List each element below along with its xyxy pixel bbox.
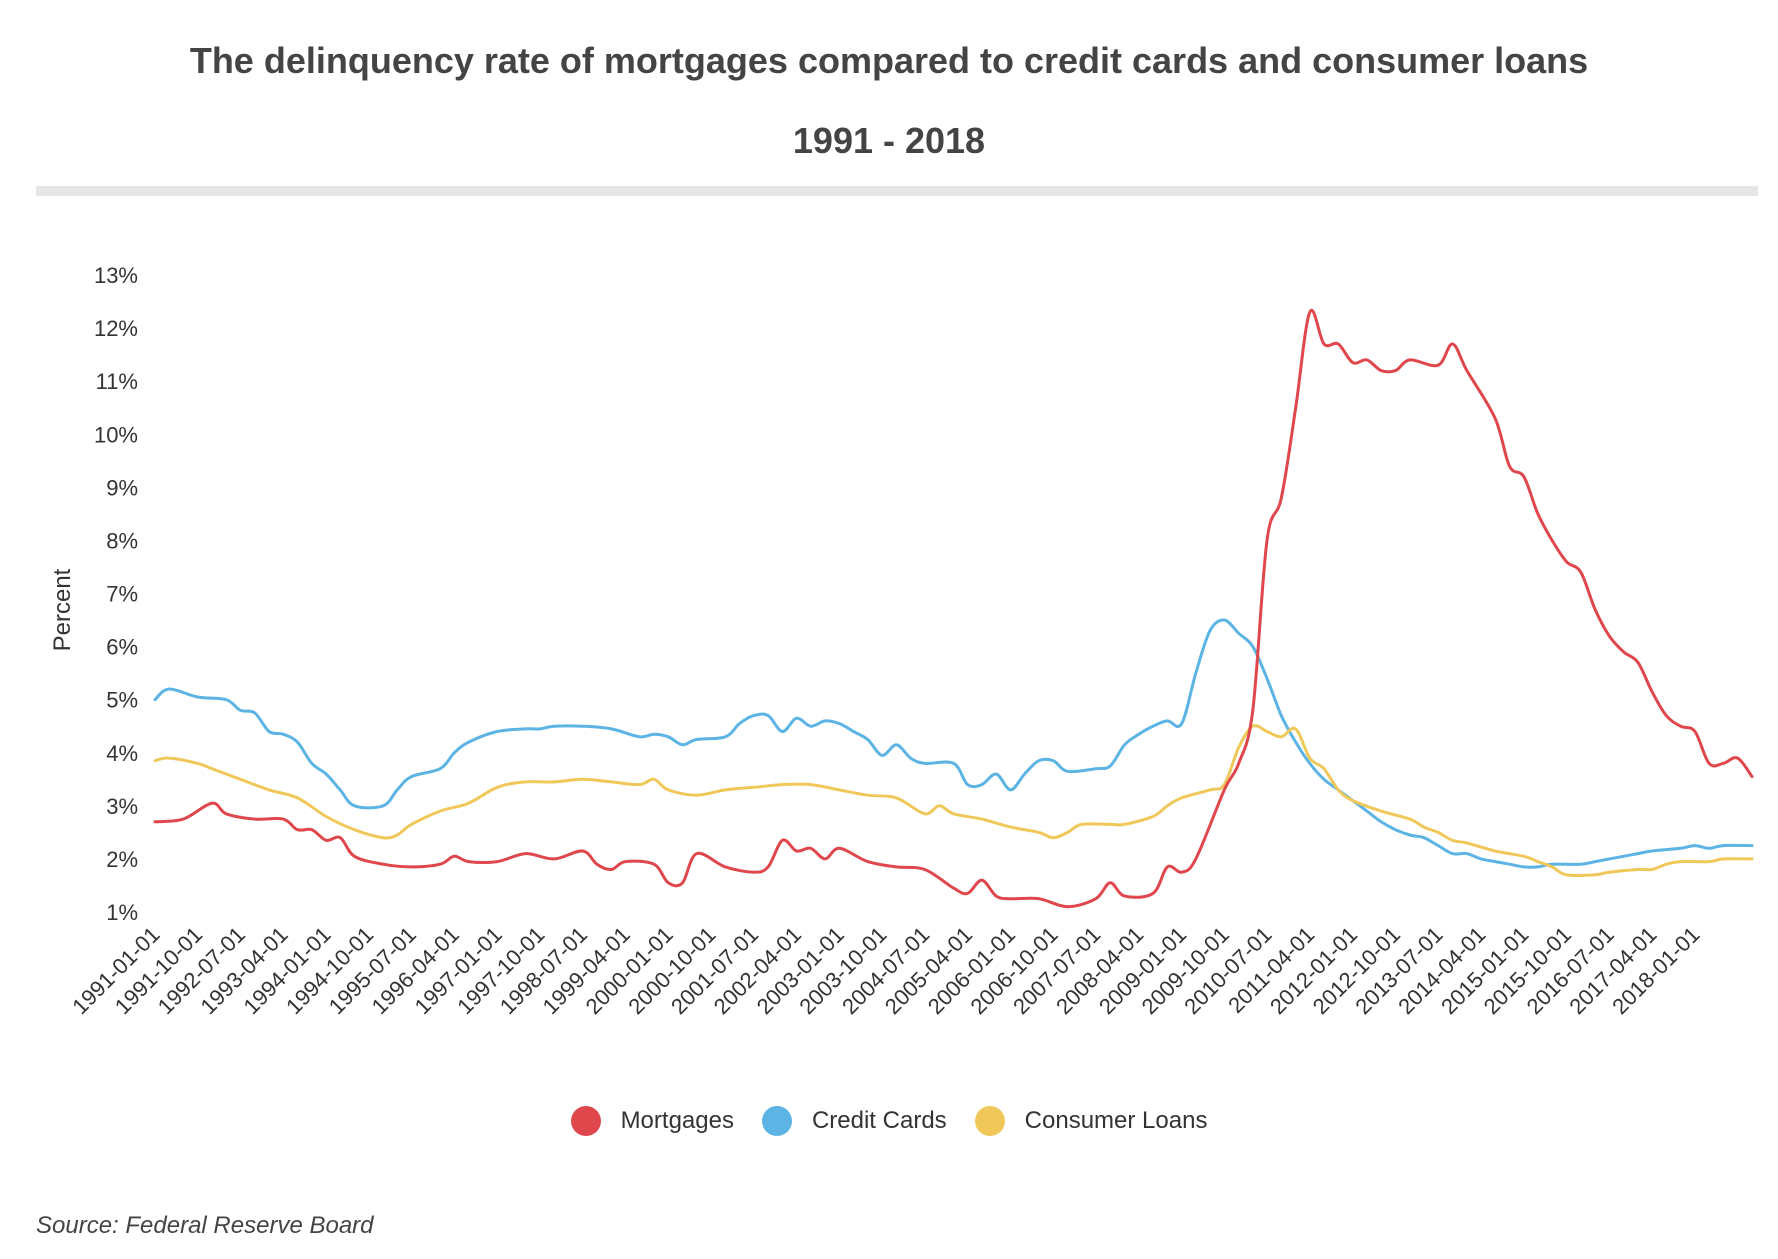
series-line-consumer-loans [153,724,1754,878]
source-note: Source: Federal Reserve Board [36,1212,374,1239]
legend-label-mortgages: Mortgages [620,1107,734,1134]
series-line-credit-cards [153,618,1754,869]
legend-item-mortgages[interactable]: Mortgages [570,1106,734,1136]
line-chart: 1% 2% 3% 4% 5% 6% 7% 8% 9% 10% 11% 12% 13% 1991-01-0… [49,263,1754,1019]
y-tick-label: 2% [106,847,138,872]
y-tick-label: 5% [106,688,138,713]
y-tick-label: 7% [106,582,138,607]
y-tick-label: 9% [106,475,138,500]
legend-item-credit-cards[interactable]: Credit Cards [761,1106,947,1136]
legend-label-consumer-loans: Consumer Loans [1024,1107,1208,1134]
y-tick-label: 6% [106,635,138,660]
legend-swatch-credit-cards [761,1106,792,1136]
y-axis-label: Percent [49,568,76,651]
chart-subtitle: 1991 - 2018 [792,120,986,161]
series-line-mortgages [153,308,1754,909]
y-tick-label: 8% [106,528,138,553]
legend-item-consumer-loans[interactable]: Consumer Loans [974,1106,1208,1136]
legend-swatch-mortgages [570,1106,601,1136]
legend: Mortgages Credit Cards Consumer Loans [0,1106,1778,1136]
y-axis: 1% 2% 3% 4% 5% 6% 7% 8% 9% 10% 11% 12% 13% [94,263,138,925]
y-tick-label: 11% [96,369,138,394]
legend-swatch-consumer-loans [974,1106,1005,1136]
title-divider [36,186,1758,196]
series-lines [153,308,1754,909]
y-tick-label: 4% [106,741,138,766]
y-tick-label: 3% [106,794,138,819]
chart-title: The delinquency rate of mortgages compar… [189,40,1589,81]
y-tick-label: 12% [94,316,138,341]
legend-label-credit-cards: Credit Cards [811,1107,947,1134]
y-tick-label: 13% [94,263,138,288]
y-tick-label: 10% [94,422,138,447]
y-tick-label: 1% [106,900,138,925]
x-axis: 1991-01-011991-10-011992-07-011993-04-01… [67,922,1704,1019]
